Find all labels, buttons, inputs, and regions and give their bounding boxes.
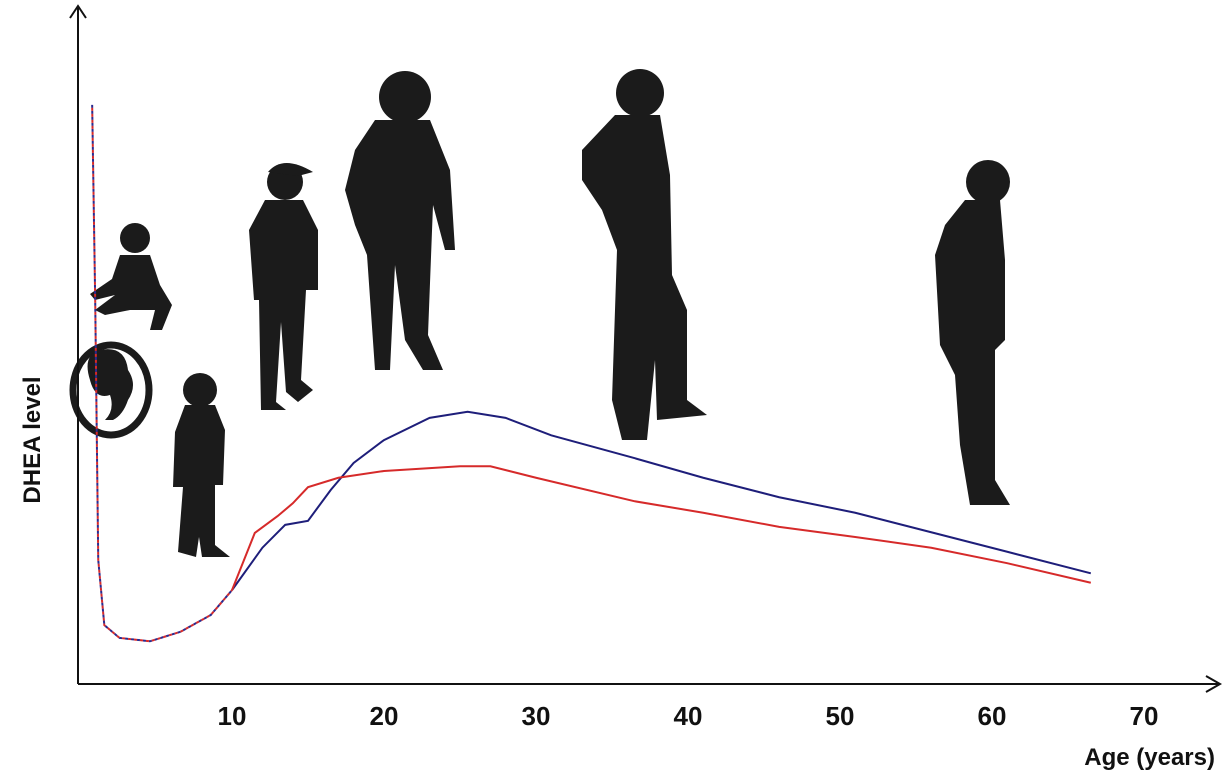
- x-tick-label: 60: [978, 701, 1007, 731]
- x-axis-label: Age (years): [1084, 744, 1215, 771]
- silhouettes: [73, 69, 1010, 557]
- adult: [582, 115, 707, 440]
- chart: Age (years) DHEA level 10 20 30 40 50 60 70: [0, 0, 1231, 780]
- boy: [249, 200, 318, 410]
- x-tick-label: 50: [826, 701, 855, 731]
- line: [232, 466, 1091, 590]
- x-tick-label: 40: [674, 701, 703, 731]
- elder: [935, 200, 1010, 505]
- x-tick-label: 20: [370, 701, 399, 731]
- fetus: [88, 349, 133, 420]
- adult-head: [616, 69, 664, 117]
- x-tick-label: 70: [1130, 701, 1159, 731]
- child: [173, 405, 230, 557]
- teen-head: [379, 71, 431, 123]
- toddler: [90, 255, 172, 330]
- child-head: [183, 373, 217, 407]
- elder-head: [966, 160, 1010, 204]
- y-axis-label: DHEA level: [19, 376, 46, 503]
- x-tick-label: 10: [218, 701, 247, 731]
- toddler-head: [120, 223, 150, 253]
- x-tick-label: 30: [522, 701, 551, 731]
- teen: [345, 120, 455, 370]
